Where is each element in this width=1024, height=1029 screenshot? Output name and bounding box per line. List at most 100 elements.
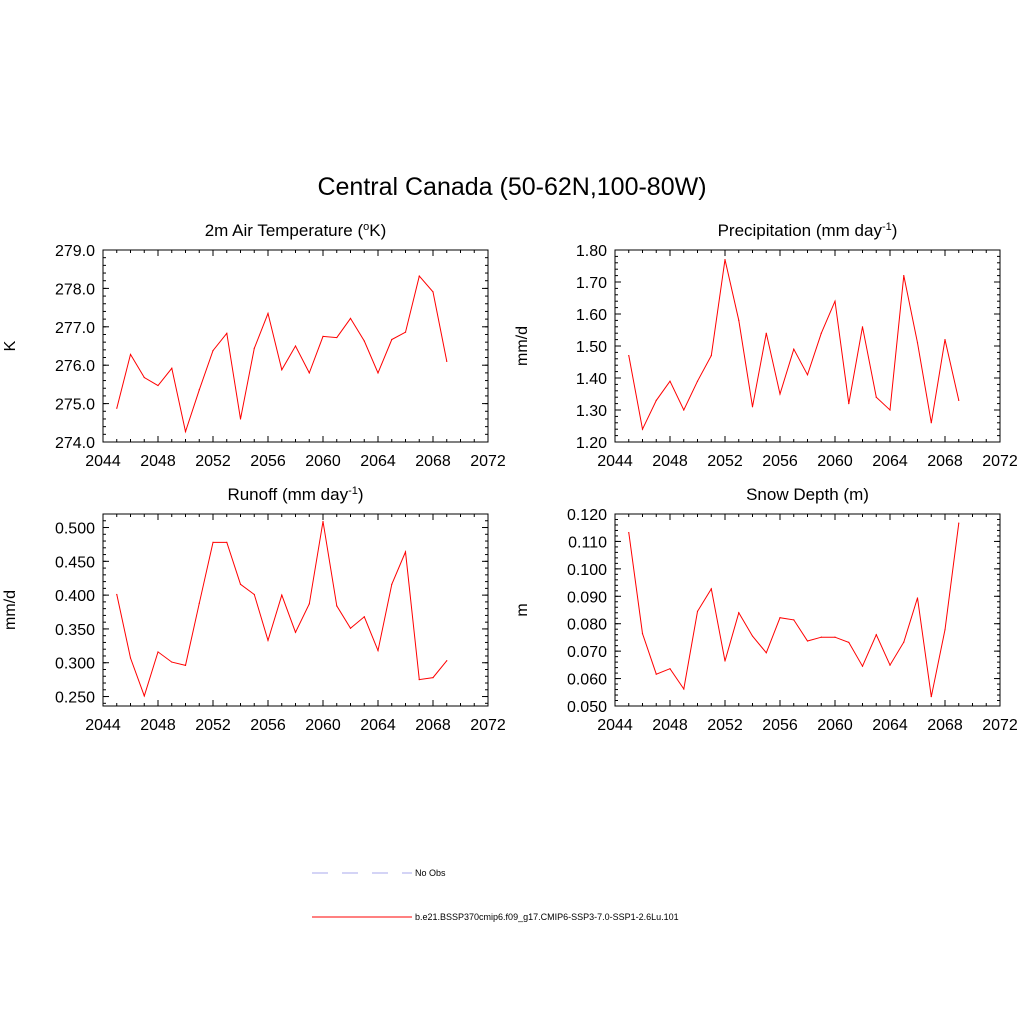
panel-title-superscript: -1 [882, 221, 892, 233]
x-tick-label: 2072 [982, 453, 1018, 470]
data-point [226, 541, 228, 543]
data-point [281, 369, 283, 371]
data-point [683, 409, 685, 411]
x-tick-label: 2056 [250, 717, 286, 734]
y-tick-label: 0.350 [55, 622, 95, 639]
y-tick-label: 0.060 [567, 672, 607, 689]
x-tick-label: 2064 [872, 453, 908, 470]
x-tick-label: 2064 [872, 717, 908, 734]
data-point [861, 326, 864, 328]
x-tick-label: 2072 [470, 453, 506, 470]
data-point [404, 551, 407, 553]
x-tick-label: 2048 [140, 453, 176, 470]
data-point [212, 350, 214, 352]
y-tick-label: 0.500 [55, 521, 95, 538]
x-tick-label: 2052 [707, 717, 743, 734]
data-point [806, 374, 809, 376]
data-point [628, 532, 630, 534]
panel-2: 2044 2048 2052 2056 2060 2064 2068 2072 1.20 1.30… [514, 221, 1018, 470]
data-point [418, 275, 420, 277]
data-point [834, 300, 836, 302]
data-point [239, 418, 242, 420]
data-point [696, 380, 699, 382]
panel-title-text: Precipitation (mm day [718, 221, 883, 240]
x-tick-label: 2052 [707, 453, 743, 470]
data-point [848, 403, 850, 405]
data-point [875, 396, 877, 398]
x-tick-label: 2048 [652, 717, 688, 734]
y-tick-label: 0.050 [567, 699, 607, 716]
data-point [143, 695, 145, 697]
data-point [724, 660, 726, 662]
data-point [724, 259, 726, 261]
legend: No Obs b.e21.BSSP370cmip6.f09_g17.CMIP6-… [312, 868, 679, 922]
plot-frame [614, 513, 1001, 707]
x-tick-label: 2056 [762, 717, 798, 734]
data-point [267, 639, 269, 642]
data-point [322, 335, 324, 337]
data-point [198, 389, 200, 391]
data-point [322, 520, 324, 523]
data-point [157, 651, 159, 653]
y-tick-label: 1.80 [576, 243, 607, 260]
data-point [793, 619, 795, 621]
panel-title-superscript: o [363, 221, 369, 233]
y-tick-label: 0.250 [55, 690, 95, 707]
panel-title-suffix: ) [358, 485, 364, 504]
y-tick-label: 275.0 [55, 397, 95, 414]
x-tick-label: 2044 [85, 717, 121, 734]
data-point [267, 312, 269, 314]
data-point [655, 673, 657, 675]
data-point [820, 636, 822, 638]
data-point [806, 640, 809, 642]
data-point [226, 332, 228, 334]
data-point [820, 332, 822, 334]
x-tick-label: 2064 [360, 717, 396, 734]
x-tick-label: 2044 [597, 453, 633, 470]
y-tick-label: 0.110 [568, 534, 607, 551]
panel-1: 2044 2048 2052 2056 2060 2064 2068 2072 274.0 275… [2, 221, 506, 470]
data-point [349, 627, 352, 629]
panel-title: Precipitation (mm day-1) [718, 221, 898, 240]
y-tick-label: 1.40 [576, 371, 607, 388]
data-point [184, 664, 187, 667]
y-axis-label: K [2, 340, 19, 351]
data-point [308, 603, 310, 605]
data-point [404, 331, 407, 333]
data-point [349, 317, 352, 319]
y-tick-label: 1.70 [576, 275, 607, 292]
data-point [641, 632, 644, 635]
data-point [696, 610, 699, 612]
panel-title-superscript: -1 [348, 485, 358, 497]
y-tick-label: 1.20 [576, 435, 607, 452]
y-tick-label: 0.100 [567, 562, 607, 579]
x-tick-label: 2060 [305, 717, 341, 734]
data-point [779, 617, 781, 619]
data-point [391, 338, 393, 341]
data-point [253, 347, 255, 349]
data-point [391, 583, 393, 585]
y-tick-label: 274.0 [55, 435, 95, 452]
series-line [116, 275, 448, 434]
y-tick-label: 1.30 [576, 403, 607, 420]
data-point [710, 588, 712, 590]
series-line [628, 259, 960, 431]
data-point [446, 660, 448, 662]
legend-obs-label: No Obs [415, 868, 446, 878]
data-point [751, 406, 754, 408]
panel-3: 2044 2048 2052 2056 2060 2064 2068 2072 0.250 0.3… [2, 485, 506, 734]
x-tick-label: 2064 [360, 453, 396, 470]
data-point [765, 652, 767, 654]
panel-title: 2m Air Temperature (oK) [205, 221, 387, 240]
y-tick-label: 279.0 [55, 243, 95, 260]
panel-title: Snow Depth (m) [746, 485, 869, 504]
x-tick-label: 2056 [762, 453, 798, 470]
y-tick-label: 1.60 [576, 307, 607, 324]
figure-title: Central Canada (50-62N,100-80W) [317, 173, 706, 201]
panel-4: 2044 2048 2052 2056 2060 2064 2068 2072 0.050 0.0… [514, 485, 1018, 734]
x-tick-label: 2052 [195, 717, 231, 734]
data-point [363, 340, 365, 342]
data-point [710, 355, 712, 357]
data-point [738, 612, 740, 614]
data-point [432, 291, 434, 293]
